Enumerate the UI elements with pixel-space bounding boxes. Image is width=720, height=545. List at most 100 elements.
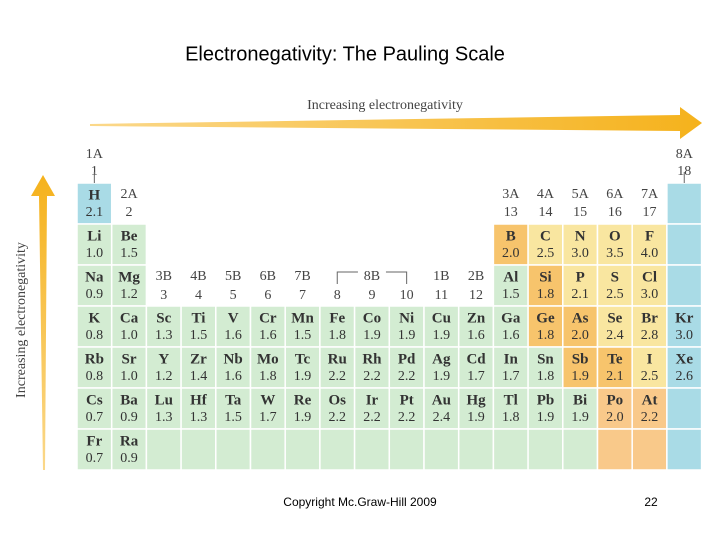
element-cell [76,387,113,430]
electronegativity: 0.8 [86,369,104,384]
footer: Copyright Mc.Graw-Hill 2009 [283,495,437,509]
element-symbol: Kr [675,310,694,326]
element-cell [145,428,182,471]
slide-title: Electronegativity: The Pauling Scale [185,43,505,65]
electronegativity: 1.6 [224,328,242,343]
element-symbol: Ge [536,310,555,326]
element-symbol: Fe [329,310,345,326]
element-cell [180,387,217,430]
element-symbol: Ba [120,392,138,408]
element-symbol: I [647,351,653,367]
element-symbol: Rb [85,351,104,367]
element-cell [562,387,599,430]
element-symbol: Ga [501,310,521,326]
electronegativity: 1.2 [155,369,173,384]
element-symbol: Sc [156,310,171,326]
element-symbol: F [645,228,654,244]
electronegativity: 1.9 [467,410,485,425]
element-symbol: Y [158,351,169,367]
element-symbol: Al [503,269,518,285]
element-symbol: Sr [122,351,137,367]
element-symbol: W [260,392,275,408]
group-number: 7 [299,288,306,303]
group-8b-bracket [336,271,358,284]
electronegativity: 2.8 [641,328,659,343]
element-cell [596,428,633,471]
electronegativity: 2.2 [641,410,659,425]
element-symbol: Hg [466,392,486,408]
element-cell [110,264,148,307]
element-cell [215,428,252,471]
element-symbol: Mg [118,269,140,285]
electronegativity: 1.5 [120,246,138,261]
element-cell [527,387,564,430]
element-cell [562,264,599,307]
element-cell [666,346,703,389]
element-cell [353,387,391,430]
electronegativity: 1.4 [190,369,208,384]
element-cell [284,387,321,430]
element-symbol: Pd [398,351,416,367]
element-cell [666,223,703,266]
element-symbol: Ti [191,310,205,326]
element-symbol: Mo [257,351,279,367]
group-number: 8 [334,288,341,303]
element-symbol: Lu [155,392,173,408]
electronegativity: 1.3 [155,410,173,425]
electronegativity: 1.3 [190,410,208,425]
element-symbol: Rh [362,351,382,367]
element-cell [388,428,425,471]
element-symbol: Si [539,269,552,285]
group-number: 4 [195,288,202,303]
element-cell [492,428,529,471]
electronegativity: 1.3 [155,328,173,343]
electronegativity: 1.8 [537,287,555,302]
element-cell [562,346,599,389]
group-number: 2 [126,205,133,220]
element-cell [423,428,460,471]
electronegativity: 2.2 [329,369,347,384]
electronegativity: 2.0 [571,328,589,343]
electronegativity: 1.0 [120,328,138,343]
electronegativity: 1.9 [537,410,555,425]
electronegativity: 1.5 [294,328,312,343]
electronegativity: 1.9 [294,410,312,425]
element-symbol: Na [85,269,104,285]
group-number: 18 [677,164,691,179]
electronegativity: 3.5 [606,246,624,261]
electronegativity: 4.0 [641,246,659,261]
group-name: 7A [641,187,659,202]
element-cell [666,264,703,307]
element-symbol: Mn [291,310,314,326]
side-arrow-label: Increasing electronegativity [14,242,29,398]
electronegativity: 1.2 [120,287,138,302]
electronegativity: 2.2 [329,410,347,425]
element-symbol: Re [294,392,312,408]
group-8b-bracket [385,271,408,284]
element-cell [284,428,321,471]
element-symbol: Cl [642,269,657,285]
electronegativity: 0.9 [120,451,138,466]
element-symbol: P [576,269,585,285]
electronegativity: 1.9 [294,369,312,384]
element-cell [76,346,113,389]
electronegativity: 1.8 [329,328,347,343]
element-symbol: Ra [120,433,139,449]
element-symbol: Cr [259,310,277,326]
element-symbol: Be [121,228,138,244]
element-symbol: V [228,310,239,326]
element-symbol: H [89,187,101,203]
electronegativity: 1.8 [259,369,277,384]
electronegativity: 1.5 [190,328,208,343]
element-symbol: Pb [537,392,555,408]
group-name: 4A [537,187,555,202]
electronegativity: 1.8 [502,410,520,425]
element-symbol: Zn [467,310,486,326]
element-cell [180,428,217,471]
element-symbol: Cu [432,310,451,326]
element-symbol: K [89,310,101,326]
top-arrow-label: Increasing electronegativity [307,98,463,113]
element-symbol: Xe [676,351,694,367]
group-number: 10 [400,288,414,303]
element-symbol: Se [607,310,622,326]
